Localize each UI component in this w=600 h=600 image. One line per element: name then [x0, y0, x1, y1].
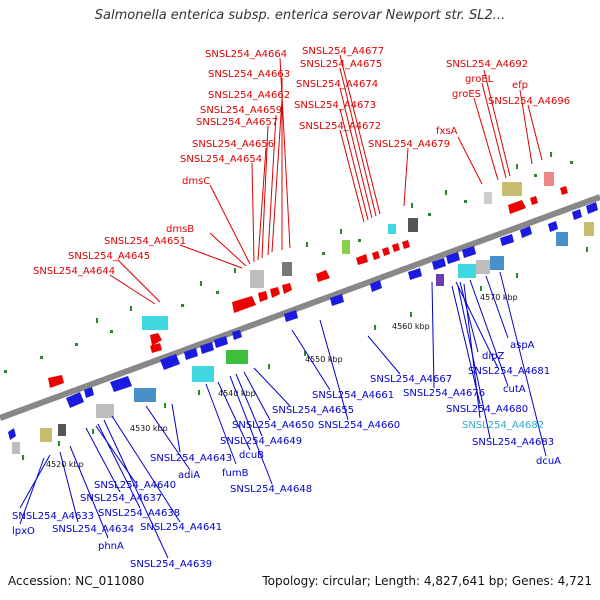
gene-label: SNSL254_A4648: [230, 484, 312, 495]
gene-label: SNSL254_A4656: [192, 139, 274, 150]
gene-label: SNSL254_A4672: [299, 121, 381, 132]
gene-label: SNSL254_A4663: [208, 69, 290, 80]
gene-label: SNSL254_A4673: [294, 100, 376, 111]
gene-label: dcuB: [239, 450, 264, 461]
reverse-labels: SNSL254_A4633 lpxO SNSL254_A4634 phnA SN…: [12, 340, 561, 570]
gene-label: SNSL254_A4677: [302, 46, 384, 57]
gene-label: dmsC: [182, 176, 210, 187]
gene-label: SNSL254_A4638: [98, 508, 180, 519]
gene-label: fumB: [222, 468, 249, 479]
gene-label: SNSL254_A4650: [232, 420, 314, 431]
gene-label: SNSL254_A4637: [80, 493, 162, 504]
gene-label: SNSL254_A4645: [68, 251, 150, 262]
gene-label: SNSL254_A4683: [472, 437, 554, 448]
reverse-leader-lines: [19, 271, 547, 559]
reverse-genes: [8, 202, 598, 440]
gene-label: SNSL254_A4662: [208, 90, 290, 101]
gene-label: SNSL254_A4655: [272, 405, 354, 416]
gene-label: dmsB: [166, 224, 194, 235]
gene-label: groEL: [465, 74, 494, 85]
gene-label: SNSL254_A4660: [318, 420, 400, 431]
gene-label: SNSL254_A4664: [205, 49, 287, 60]
gene-label: SNSL254_A4679: [368, 139, 450, 150]
gene-label: lpxO: [12, 526, 35, 537]
gene-label: groES: [452, 89, 481, 100]
gene-label: SNSL254_A4661: [312, 390, 394, 401]
gene-label: SNSL254_A4674: [296, 79, 378, 90]
gene-label: SNSL254_A4641: [140, 522, 222, 533]
topology-text: Topology: circular; Length: 4,827,641 bp…: [262, 574, 592, 588]
scale-label: 4570 kbp: [480, 293, 518, 302]
feature-boxes: [12, 172, 594, 454]
scale-label: 4560 kbp: [392, 322, 430, 331]
gene-label: adiA: [178, 470, 200, 481]
gene-label: SNSL254_A4681: [468, 366, 550, 377]
map-title: Salmonella enterica subsp. enterica sero…: [94, 8, 506, 23]
gene-label: efp: [512, 80, 528, 91]
forward-labels: SNSL254_A4664 SNSL254_A4663 SNSL254_A466…: [33, 46, 570, 277]
gene-label: dipZ: [482, 351, 504, 362]
gene-label: aspA: [510, 340, 535, 351]
gene-label: SNSL254_A4680: [446, 404, 528, 415]
gene-label: SNSL254_A4649: [220, 436, 302, 447]
gene-label: SNSL254_A4696: [488, 96, 570, 107]
gene-label: SNSL254_A4657: [196, 117, 278, 128]
gene-label: SNSL254_A4675: [300, 59, 382, 70]
tick-row-mid: [96, 152, 552, 323]
gene-label: fxsA: [436, 126, 458, 137]
gene-label: SNSL254_A4692: [446, 59, 528, 70]
gene-label: dcuA: [536, 456, 561, 467]
gene-label: SNSL254_A4659: [200, 105, 282, 116]
scale-label: 4520 kbp: [46, 460, 84, 469]
gene-label: SNSL254_A4644: [33, 266, 115, 277]
gene-label: SNSL254_A4654: [180, 154, 262, 165]
forward-genes: [48, 186, 568, 388]
gene-label: SNSL254_A4634: [52, 524, 134, 535]
gene-label: SNSL254_A4667: [370, 374, 452, 385]
tick-row-upper: [4, 161, 573, 373]
gene-label: SNSL254_A4682: [462, 420, 544, 431]
gene-label: SNSL254_A4651: [104, 236, 186, 247]
scale-label: 4530 kbp: [130, 424, 168, 433]
genome-backbone: [0, 194, 600, 421]
scale-label: 4550 kbp: [305, 355, 343, 364]
gene-label: SNSL254_A4633: [12, 511, 94, 522]
gene-label: SNSL254_A4639: [130, 559, 212, 570]
gene-label: SNSL254_A4676: [403, 388, 485, 399]
gene-label: phnA: [98, 541, 124, 552]
gene-label: SNSL254_A4643: [150, 453, 232, 464]
accession-text: Accession: NC_011080: [8, 574, 145, 588]
gene-label: cutA: [503, 384, 526, 395]
tick-row-lower: [22, 247, 588, 460]
gene-label: SNSL254_A4640: [94, 480, 176, 491]
forward-leader-lines: [109, 54, 543, 305]
